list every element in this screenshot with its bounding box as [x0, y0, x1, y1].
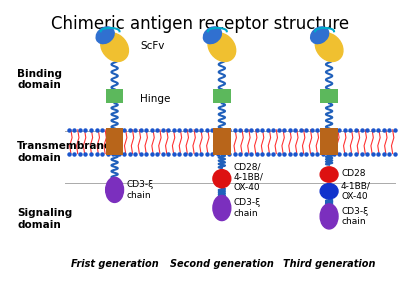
FancyBboxPatch shape	[320, 128, 338, 155]
Text: Second generation: Second generation	[170, 259, 274, 269]
Text: Hinge: Hinge	[140, 94, 171, 104]
Ellipse shape	[311, 27, 329, 44]
Text: Frist generation: Frist generation	[71, 259, 158, 269]
Ellipse shape	[213, 195, 231, 221]
FancyBboxPatch shape	[213, 89, 230, 103]
Ellipse shape	[106, 177, 124, 202]
Ellipse shape	[101, 33, 128, 61]
FancyBboxPatch shape	[320, 89, 338, 103]
Text: Signaling
domain: Signaling domain	[17, 208, 72, 230]
Text: CD3-ξ
chain: CD3-ξ chain	[234, 198, 261, 218]
Text: CD28/
4-1BB/
OX-40: CD28/ 4-1BB/ OX-40	[234, 162, 264, 192]
Text: Chimeric antigen receptor structure: Chimeric antigen receptor structure	[51, 15, 349, 33]
Text: Binding
domain: Binding domain	[17, 69, 62, 90]
Ellipse shape	[203, 27, 222, 44]
FancyBboxPatch shape	[106, 89, 123, 103]
Text: Third generation: Third generation	[283, 259, 375, 269]
Ellipse shape	[213, 169, 231, 188]
FancyBboxPatch shape	[106, 128, 123, 155]
Ellipse shape	[315, 33, 343, 61]
Ellipse shape	[96, 27, 114, 44]
Ellipse shape	[320, 204, 338, 229]
Text: Transmembrane
domain: Transmembrane domain	[17, 141, 112, 163]
Text: 4-1BB/
OX-40: 4-1BB/ OX-40	[341, 182, 371, 201]
Ellipse shape	[320, 167, 338, 182]
Ellipse shape	[208, 33, 236, 61]
Text: CD3-ξ
chain: CD3-ξ chain	[126, 180, 154, 200]
Text: CD28: CD28	[341, 169, 366, 178]
Text: CD3-ξ
chain: CD3-ξ chain	[341, 207, 368, 226]
Ellipse shape	[320, 184, 338, 199]
Text: ScFv: ScFv	[140, 41, 165, 51]
FancyBboxPatch shape	[213, 128, 230, 155]
